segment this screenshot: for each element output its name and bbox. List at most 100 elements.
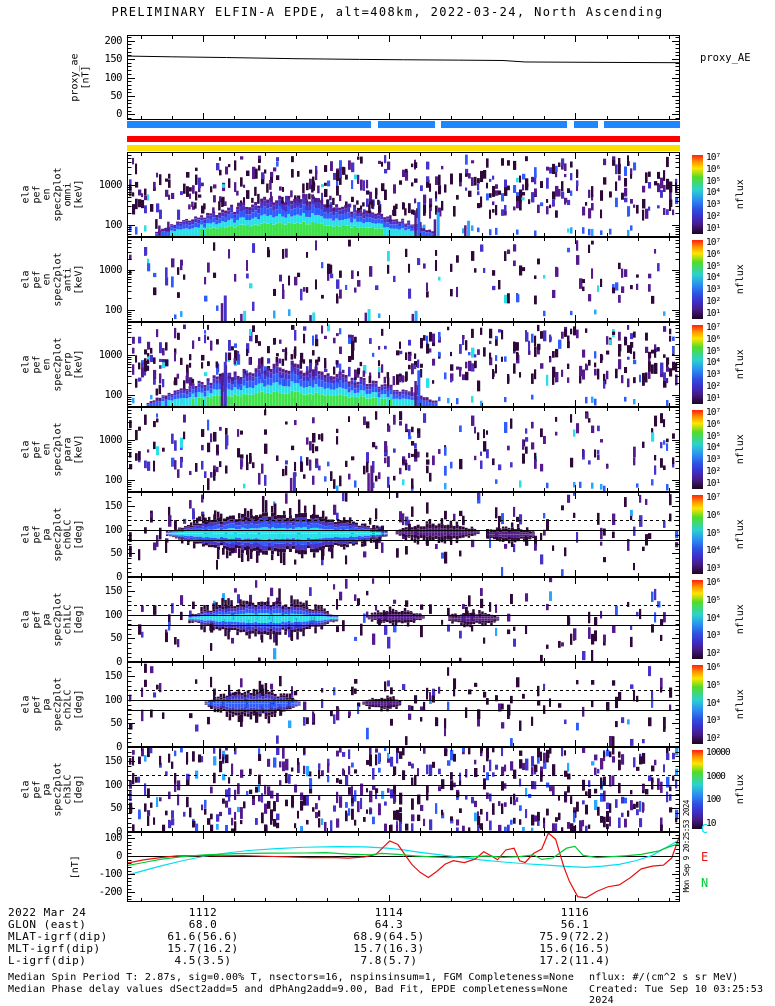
colorbar-label: 10⁵ <box>706 430 721 442</box>
ytick-label: 50 <box>110 717 122 730</box>
colorbar-title-text: nflux <box>734 264 746 295</box>
colorbar-labels-ch2LC: 10⁶ 10⁵ 10⁴ 10³ 10² <box>706 663 744 744</box>
red-availability-bar <box>127 135 680 142</box>
colorbar-label: 10⁴ <box>706 272 721 284</box>
yellow-availability-bar <box>127 145 680 151</box>
colorbar-label: 10⁵ <box>706 527 721 539</box>
ytick-label: -100 <box>98 868 123 881</box>
colorbar-label: 10³ <box>706 369 721 381</box>
panel-ylabel-text: ela pef en spec2plot para [keV] <box>20 422 85 477</box>
ytick-label: 100 <box>104 832 123 845</box>
ytick-label: 1000 <box>98 264 123 277</box>
time-tick: 1112 <box>188 906 218 919</box>
colorbar-title-text: nflux <box>734 179 746 210</box>
ytick-label: 0 <box>116 826 122 838</box>
colorbar-label: 10² <box>706 211 721 223</box>
ytick-label: 1000 <box>98 349 123 362</box>
panel-ylabel-text: ela pef pa spec2plot ch2LC [deg] <box>20 677 85 732</box>
spectrogram-canvas-ch2LC <box>127 662 680 747</box>
colorbar-label: 10⁶ <box>706 333 721 345</box>
page-title: PRELIMINARY ELFIN-A EPDE, alt=408km, 202… <box>111 5 664 19</box>
colorbar-perp <box>692 325 703 404</box>
panel-ylabel-text: ela pef pa spec2plot ch1LC [deg] <box>20 592 85 647</box>
colorbar-label: 10⁴ <box>706 545 721 557</box>
ytick-label: 50 <box>110 547 122 560</box>
colorbar-label: 10⁴ <box>706 187 721 199</box>
colorbar-title-anti: nflux <box>733 237 749 322</box>
colorbar-label: 10² <box>706 296 721 308</box>
colorbar-label: 10² <box>706 648 721 659</box>
colorbar-label: 10¹ <box>706 222 721 234</box>
colorbar-label: 10⁷ <box>706 407 721 418</box>
colorbar-title-para: nflux <box>733 407 749 492</box>
time-tick: 1114 <box>374 906 404 919</box>
row-value: 61.6(56.6) <box>167 930 239 943</box>
colorbar-title-text: nflux <box>734 604 746 635</box>
colorbar-ch2LC <box>692 665 703 744</box>
blue-availability-bar <box>441 121 567 128</box>
colorbar-label: 10¹ <box>706 307 721 319</box>
row-value: 56.1 <box>560 918 590 931</box>
colorbar-ch1LC <box>692 580 703 659</box>
colorbar-title-text: nflux <box>734 349 746 380</box>
spectrogram-canvas-ch0LC <box>127 492 680 577</box>
colorbar-label: 10² <box>706 733 721 744</box>
ytick-label: -200 <box>98 886 123 899</box>
colorbar-title-ch3LC: nflux <box>733 747 749 832</box>
row-value: 15.7(16.3) <box>353 942 425 955</box>
colorbar-title-ch2LC: nflux <box>733 662 749 747</box>
colorbar-label: 10⁷ <box>706 152 721 163</box>
colorbar-title-text: nflux <box>734 434 746 465</box>
row-value: 68.9(64.5) <box>353 930 425 943</box>
colorbar-title-perp: nflux <box>733 322 749 407</box>
colorbar-label: 10⁶ <box>706 662 721 673</box>
colorbar-label: 10⁷ <box>706 322 721 333</box>
date-label: 2022 Mar 24 <box>8 906 87 919</box>
ytick-label: 0 <box>116 108 122 121</box>
colorbar-label: 10⁵ <box>706 594 721 606</box>
ytick-label: 50 <box>110 632 122 645</box>
time-tick: 1116 <box>560 906 590 919</box>
colorbar-label: 10⁵ <box>706 345 721 357</box>
colorbar-labels-para: 10⁷ 10⁶ 10⁵ 10⁴ 10³ 10² 10¹ <box>706 408 744 489</box>
colorbar-ch0LC <box>692 495 703 574</box>
ytick-label: 100 <box>104 474 123 487</box>
proxy-ae-right-label: proxy_AE <box>700 52 751 64</box>
colorbar-label: 10⁶ <box>706 577 721 588</box>
ytick-label: 100 <box>104 608 123 621</box>
colorbar-label: 10³ <box>706 284 721 296</box>
colorbar-label: 10⁵ <box>706 679 721 691</box>
spectrogram-canvas-omni <box>127 152 680 237</box>
footer-nflux-units: nflux: #/(cm^2 s sr MeV) <box>589 972 739 983</box>
row-value: 75.9(72.2) <box>539 930 611 943</box>
row-label-lshell: L-igrf(dip) <box>8 954 87 967</box>
blue-availability-bar <box>573 121 598 128</box>
spectrogram-canvas-para <box>127 407 680 492</box>
ytick-label: 100 <box>104 71 123 84</box>
colorbar-title-ch0LC: nflux <box>733 492 749 577</box>
colorbar-label: 10⁵ <box>706 260 721 272</box>
colorbar-ch3LC <box>692 750 703 829</box>
colorbar-label: 10⁷ <box>706 237 721 248</box>
colorbar-label: 10¹ <box>706 392 721 404</box>
ytick-label: 150 <box>104 500 123 513</box>
panel-ylabel-text: ela pef en spec2plot perp [keV] <box>20 337 85 392</box>
colorbar-labels-ch0LC: 10⁷ 10⁶ 10⁵ 10⁴ 10³ <box>706 493 744 574</box>
colorbar-labels-ch1LC: 10⁶ 10⁵ 10⁴ 10³ 10² <box>706 578 744 659</box>
row-value: 15.7(16.2) <box>167 942 239 955</box>
ytick-label: 0 <box>116 571 122 583</box>
panel-ylabel-text: ela pef pa spec2plot ch3LC [deg] <box>20 762 85 817</box>
row-label-mlt: MLT-igrf(dip) <box>8 942 101 955</box>
row-value: 7.8(5.7) <box>360 954 418 967</box>
colorbar-label: 10⁴ <box>706 442 721 454</box>
row-label-glon: GLON (east) <box>8 918 87 931</box>
ytick-label: 150 <box>104 585 123 598</box>
colorbar-label: 10000 <box>706 747 731 758</box>
colorbar-anti <box>692 240 703 319</box>
colorbar-label: 10³ <box>706 454 721 466</box>
panel-ylabel-text: ela pef pa spec2plot ch0LC [deg] <box>20 507 85 562</box>
row-value: 68.0 <box>188 918 218 931</box>
colorbar-label: 10² <box>706 466 721 478</box>
colorbar-label: 10¹ <box>706 477 721 489</box>
ytick-label: 150 <box>104 670 123 683</box>
